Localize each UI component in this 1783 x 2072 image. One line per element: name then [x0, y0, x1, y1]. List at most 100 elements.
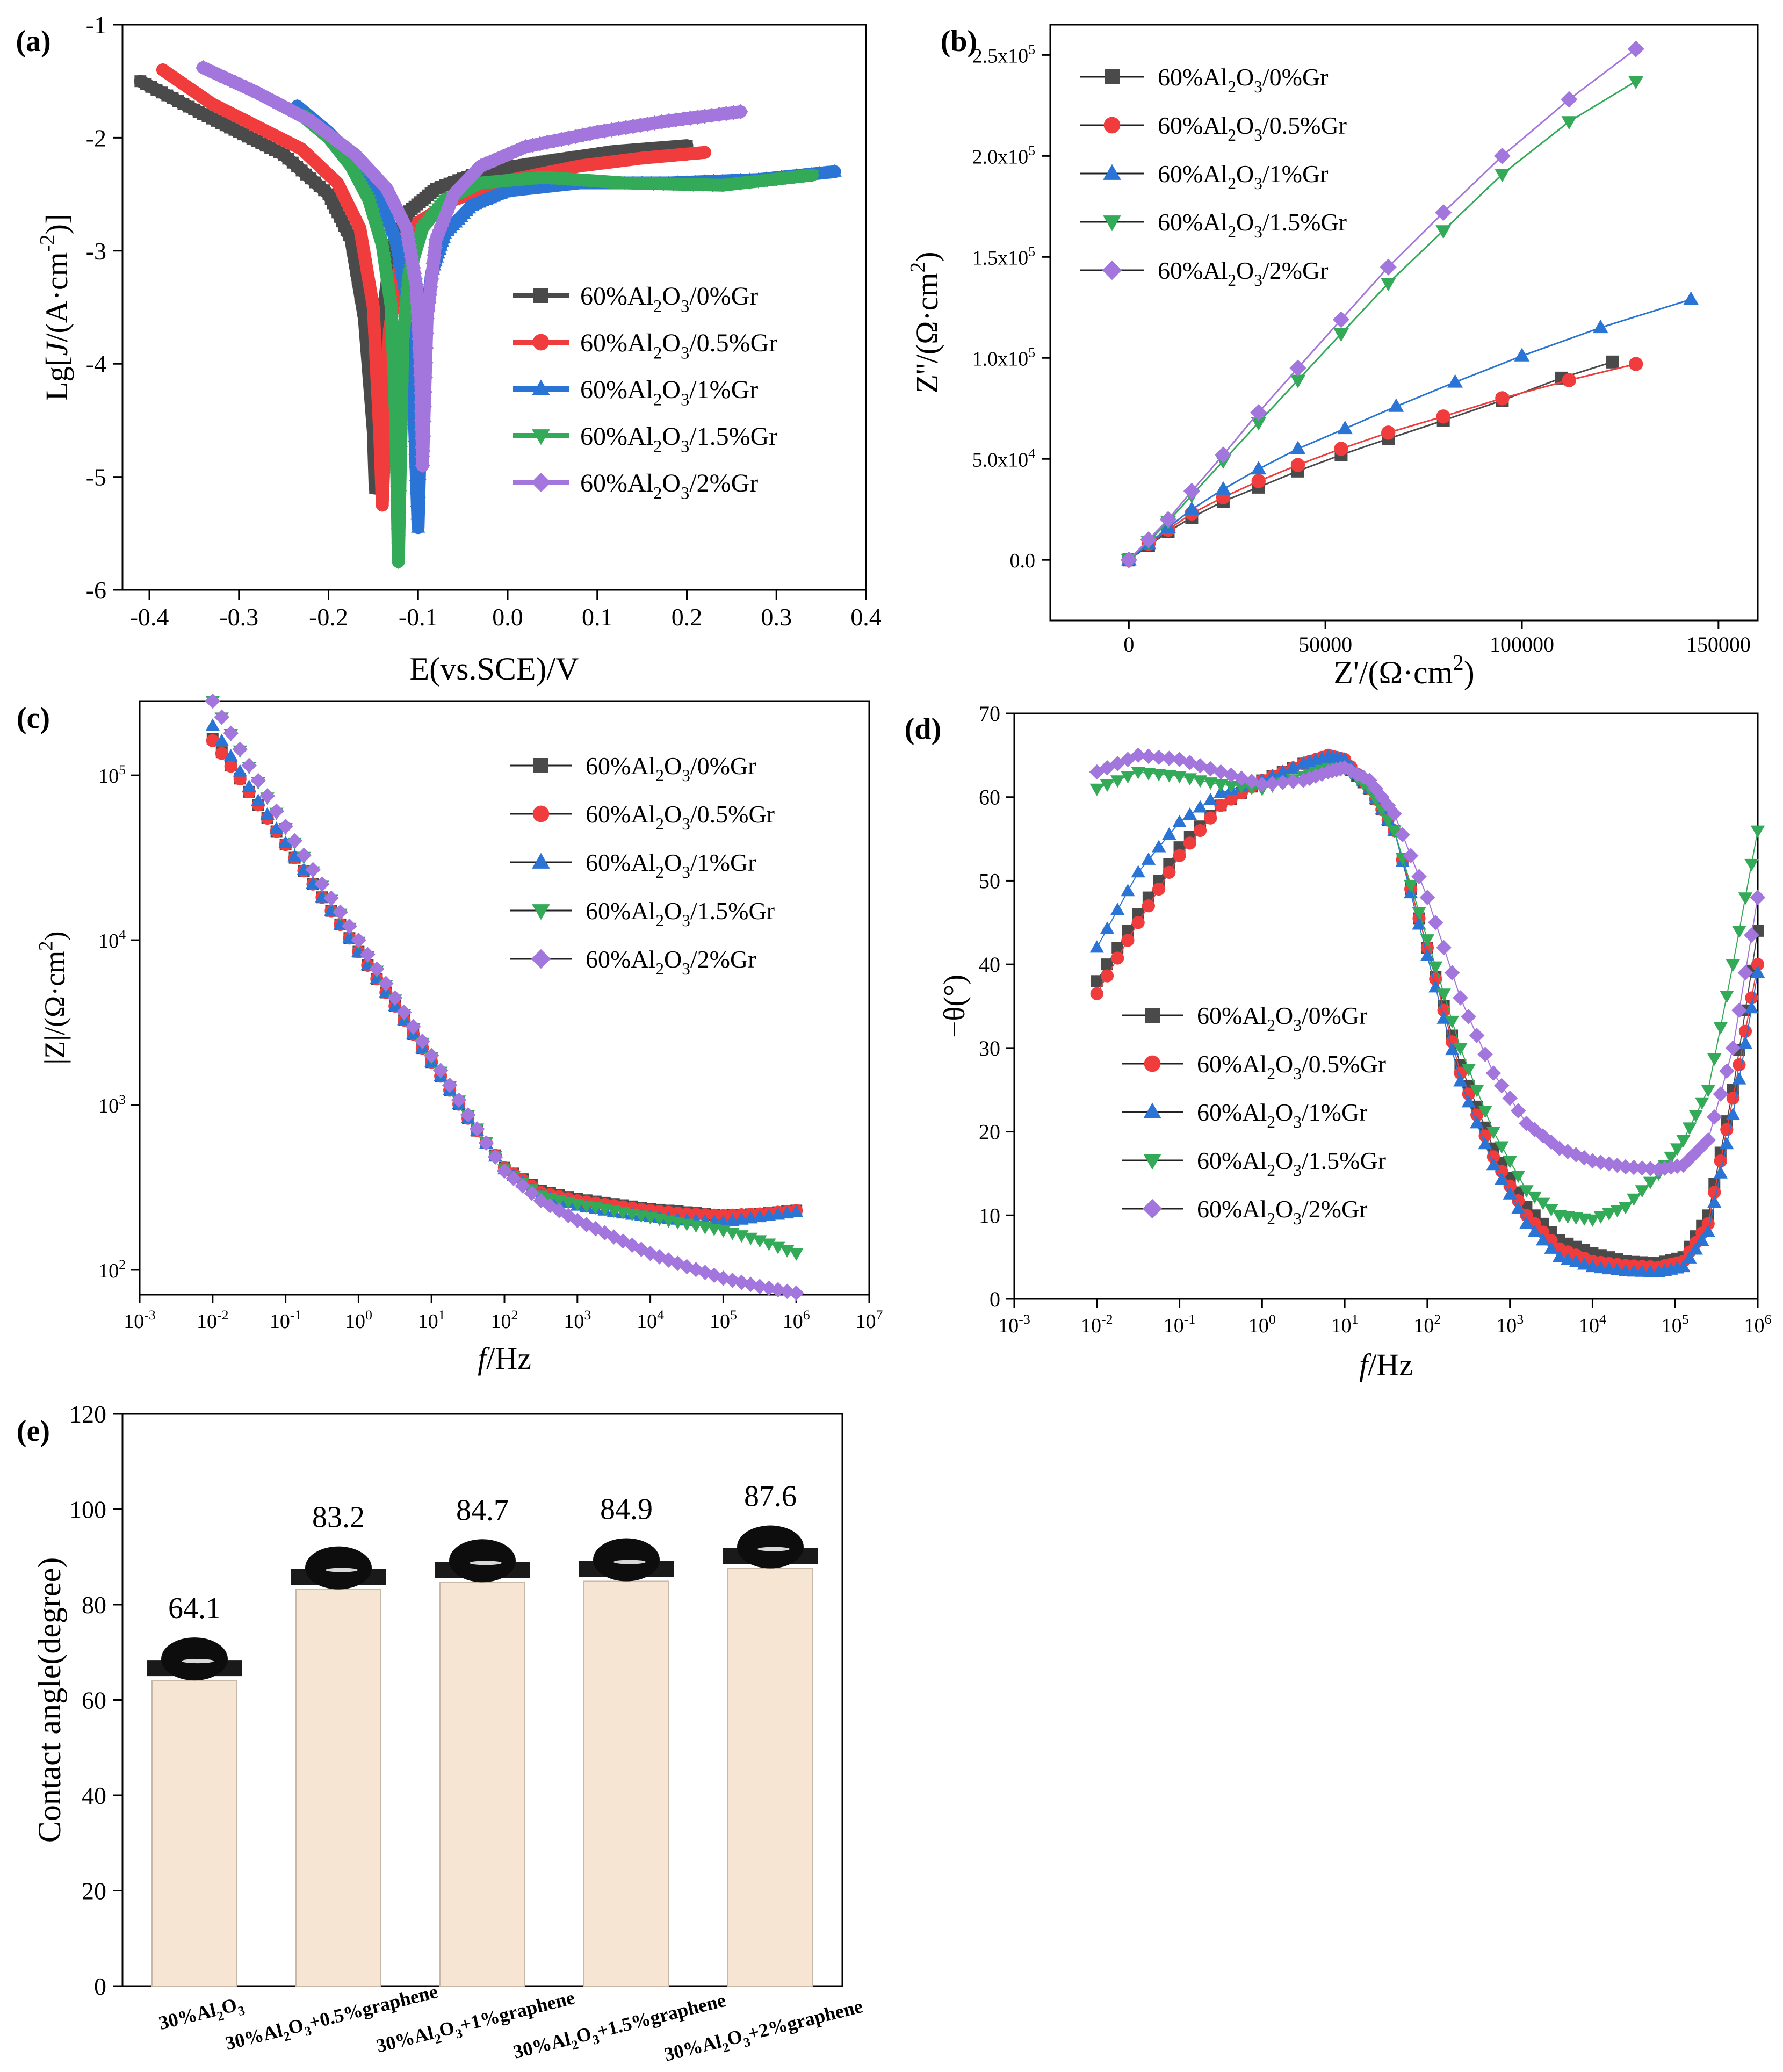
circle-marker	[1701, 1217, 1715, 1230]
panel-b: 0 50000 100000 1500000.05.0x1041.0x1051.5x1…	[906, 24, 1759, 690]
diamond-marker	[1502, 1090, 1518, 1106]
diamond-marker	[515, 1178, 531, 1194]
series-line	[1128, 298, 1692, 561]
diamond-marker	[342, 918, 357, 934]
triangle-down-marker	[696, 179, 710, 192]
triangle-down-marker	[1593, 1211, 1608, 1224]
x-tick-label: 10-1	[270, 1307, 302, 1333]
diamond-marker	[1585, 1153, 1600, 1169]
triangle-down-marker	[383, 296, 398, 309]
triangle-marker	[391, 243, 405, 256]
triangle-marker	[242, 779, 256, 792]
series-0: 60%Al2O3/0%Gr	[1091, 753, 1764, 1269]
text-run: 30%Al	[223, 2019, 284, 2054]
text-run: /2%Gr	[689, 469, 758, 497]
triangle-down-marker	[395, 380, 409, 393]
text-run: -3	[144, 1307, 156, 1323]
triangle-down-marker	[394, 402, 409, 415]
y-tick-label: 80	[82, 1591, 106, 1619]
text-run: 10	[1579, 1315, 1599, 1337]
text-run: 60%Al	[586, 849, 655, 876]
text-run: 0	[365, 1307, 372, 1323]
text-run: 2	[511, 1307, 518, 1323]
text-run: O	[1275, 1195, 1293, 1223]
legend-label: 60%Al2O3/1.5%Gr	[1197, 1147, 1386, 1180]
text-run: -2	[1101, 1311, 1113, 1327]
diamond-marker	[1493, 147, 1511, 164]
circle-marker	[698, 146, 711, 159]
triangle-marker	[1744, 1001, 1759, 1014]
triangle-marker	[1290, 441, 1306, 454]
diamond-marker	[418, 355, 434, 371]
text-run: 0	[1269, 1311, 1276, 1327]
triangle-marker	[1552, 1250, 1567, 1262]
x-tick-label: 0.4	[850, 603, 882, 631]
bar-3: 84.930%Al2O3+1.5%graphene	[511, 1493, 728, 2063]
diamond-marker	[378, 976, 394, 991]
x-tick-label: 0.1	[582, 603, 613, 631]
triangle-down-marker	[1234, 781, 1249, 794]
triangle-down-marker	[656, 178, 671, 191]
diamond-marker	[553, 132, 569, 147]
triangle-marker	[1131, 865, 1145, 878]
text-run: 2	[1267, 1161, 1275, 1180]
triangle-marker	[410, 494, 424, 507]
square-marker	[533, 758, 548, 773]
text-run: O	[1275, 1002, 1293, 1029]
triangle-marker	[1089, 940, 1104, 953]
droplet-icon	[449, 1539, 516, 1583]
diamond-marker	[418, 326, 435, 341]
diamond-marker	[259, 90, 276, 106]
series-3: 60%Al2O3/1.5%Gr	[294, 109, 820, 569]
text-run: 10	[1164, 1315, 1184, 1337]
text-run: /Hz	[1368, 1347, 1413, 1382]
text-run: Z''/(Ω·cm	[909, 273, 944, 394]
triangle-down-marker	[1701, 1085, 1715, 1098]
triangle-marker	[205, 718, 220, 731]
triangle-down-marker	[637, 178, 651, 191]
droplet-highlight	[182, 1659, 214, 1664]
triangle-marker	[1720, 1137, 1734, 1150]
diamond-marker	[1308, 768, 1324, 784]
triangle-down-marker	[1089, 783, 1104, 796]
diamond-marker	[1142, 1199, 1163, 1219]
triangle-marker	[1732, 1072, 1746, 1085]
triangle-down-marker	[1420, 934, 1435, 947]
triangle-marker	[1514, 348, 1530, 362]
diamond-marker	[415, 443, 431, 459]
diamond-marker	[232, 741, 248, 757]
y-tick-label: 70	[979, 702, 1000, 726]
circle-marker	[368, 326, 381, 339]
text-run: 2	[653, 297, 662, 316]
text-run: )	[39, 931, 71, 941]
circle-marker	[206, 734, 219, 747]
plot-frame	[121, 24, 867, 591]
circle-marker	[224, 760, 237, 773]
text-run: 60%Al	[1158, 112, 1228, 139]
triangle-marker	[1592, 319, 1608, 334]
triangle-down-marker	[1403, 879, 1418, 892]
y-tick-label: 102	[98, 1257, 126, 1282]
text-run: 60%Al	[1197, 1147, 1267, 1174]
legend-label: 60%Al2O3/1.5%Gr	[580, 422, 777, 456]
diamond-marker	[1493, 1078, 1510, 1094]
panel-label: (d)	[905, 712, 941, 746]
diamond-marker	[1374, 789, 1390, 805]
diamond-marker	[223, 725, 239, 741]
text-run: 3	[682, 766, 690, 785]
triangle-marker	[1527, 1224, 1542, 1237]
triangle-marker	[411, 502, 426, 516]
diamond-marker	[1250, 404, 1267, 421]
diamond-marker	[314, 876, 330, 892]
text-run: 10	[418, 1310, 438, 1333]
text-run: 4	[1599, 1311, 1606, 1327]
text-run: /0%Gr	[689, 282, 758, 311]
diamond-marker	[1403, 848, 1419, 864]
x-tick-label: 101	[1331, 1311, 1359, 1337]
legend-label: 60%Al2O3/0%Gr	[586, 752, 756, 785]
diamond-marker	[1744, 927, 1759, 943]
diamond-marker	[1161, 750, 1177, 766]
triangle-marker	[1750, 965, 1765, 978]
y-tick-label: -6	[86, 576, 106, 604]
legend-label: 60%Al2O3/1%Gr	[580, 376, 758, 409]
